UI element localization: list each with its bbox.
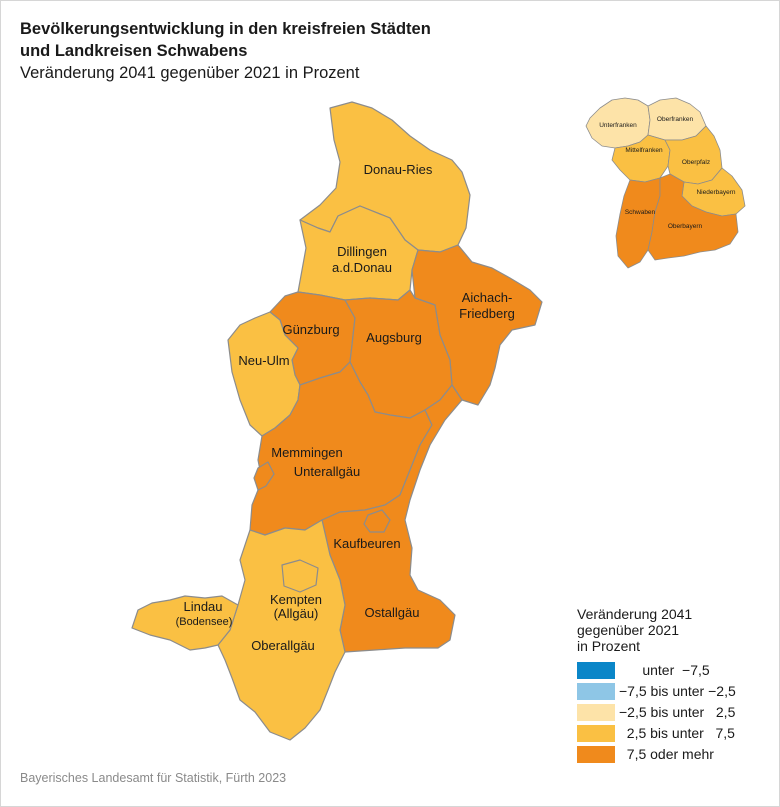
inset-bavaria-map: [585, 97, 746, 269]
district-kaufbeuren: [363, 509, 391, 533]
legend-title-line-1: Veränderung 2041: [577, 606, 693, 622]
legend-label: 7,5 oder mehr: [619, 746, 714, 762]
inset-label-unterfranken: Unterfranken: [599, 122, 637, 129]
inset-oberbayern: [647, 173, 739, 261]
inset-label-niederbayern: Niederbayern: [696, 189, 735, 196]
legend-item-5: 7,5 oder mehr: [577, 744, 767, 764]
district-oberallgaeu: [217, 519, 346, 741]
label-guenzburg: Günzburg: [282, 322, 339, 337]
inset-label-oberfranken: Oberfranken: [657, 116, 694, 123]
label-memmingen: Memmingen: [271, 445, 343, 460]
district-kempten: [281, 559, 319, 593]
label-bodensee: (Bodensee): [176, 616, 233, 628]
title-line-1: Bevölkerungsentwicklung in den kreisfrei…: [20, 20, 431, 38]
legend-label: unter −7,5: [619, 662, 710, 678]
title-line-2: und Landkreisen Schwabens: [20, 42, 248, 60]
legend-label: −7,5 bis unter −2,5: [619, 683, 736, 699]
label-aichach: Aichach-: [462, 290, 513, 305]
legend-item-4: 2,5 bis unter 7,5: [577, 723, 767, 743]
legend-item-1: unter −7,5: [577, 660, 767, 680]
district-memmingen: [253, 461, 275, 491]
legend-item-3: −2,5 bis unter 2,5: [577, 702, 767, 722]
inset-label-oberpfalz: Oberpfalz: [682, 159, 710, 166]
label-kaufbeuren: Kaufbeuren: [333, 536, 400, 551]
label-neu-ulm: Neu-Ulm: [238, 353, 289, 368]
inset-label-mittelfranken: Mittelfranken: [625, 147, 663, 154]
label-donau-ries: Donau-Ries: [364, 162, 433, 177]
legend-label: −2,5 bis unter 2,5: [619, 704, 736, 720]
legend-title-line-2: gegenüber 2021: [577, 622, 679, 638]
label-kempten: Kempten: [270, 592, 322, 607]
label-lindau: Lindau: [183, 599, 222, 614]
legend-swatch: [577, 661, 615, 679]
label-kempten-2: (Allgäu): [274, 606, 319, 621]
label-unterallgaeu: Unterallgäu: [294, 464, 361, 479]
legend: Veränderung 2041 gegenüber 2021 in Proze…: [577, 606, 767, 765]
legend-title: Veränderung 2041 gegenüber 2021 in Proze…: [577, 606, 767, 654]
legend-swatch: [577, 724, 615, 742]
legend-item-2: −7,5 bis unter −2,5: [577, 681, 767, 701]
district-dillingen: [297, 205, 419, 301]
label-ostallgaeu: Ostallgäu: [365, 605, 420, 620]
label-dillingen-2: a.d.Donau: [332, 260, 392, 275]
label-oberallgaeu: Oberallgäu: [251, 638, 315, 653]
inset-label-oberbayern: Oberbayern: [668, 223, 703, 230]
district-lindau: [131, 595, 239, 651]
map-title: Bevölkerungsentwicklung in den kreisfrei…: [20, 18, 431, 62]
inset-label-schwaben: Schwaben: [625, 209, 656, 216]
inset-labels: Unterfranken Oberfranken Mittelfranken O…: [599, 116, 736, 230]
label-dillingen: Dillingen: [337, 244, 387, 259]
legend-title-line-3: in Prozent: [577, 638, 641, 654]
legend-swatch: [577, 682, 615, 700]
legend-swatch: [577, 703, 615, 721]
district-ostallgaeu: [321, 384, 463, 653]
legend-swatch: [577, 745, 615, 763]
source-note: Bayerisches Landesamt für Statistik, Für…: [20, 771, 287, 785]
map-subtitle: Veränderung 2041 gegenüber 2021 in Proze…: [20, 64, 360, 82]
label-friedberg: Friedberg: [459, 306, 515, 321]
label-augsburg: Augsburg: [366, 330, 422, 345]
legend-label: 2,5 bis unter 7,5: [619, 725, 735, 741]
district-labels: Donau-Ries Dillingen a.d.Donau Aichach- …: [176, 162, 515, 653]
